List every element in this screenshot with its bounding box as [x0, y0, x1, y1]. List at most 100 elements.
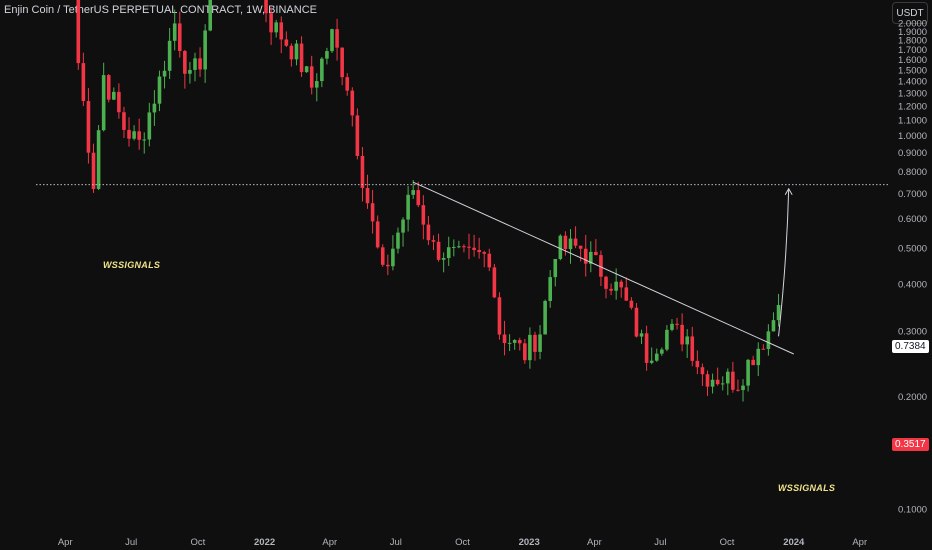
candle-body: [279, 22, 284, 40]
candle-body: [183, 51, 187, 74]
candle-body: [472, 247, 476, 250]
candle-body: [162, 70, 167, 77]
y-tick-label: 0.8000: [898, 167, 927, 178]
candle-body: [117, 91, 121, 113]
candle-body: [289, 45, 294, 60]
candle-body: [86, 101, 91, 153]
candle-body: [340, 47, 344, 78]
candle-body: [127, 129, 131, 139]
candle-body: [497, 297, 502, 335]
candle-body: [675, 323, 679, 325]
candle-body: [573, 238, 578, 246]
candle-body: [375, 221, 380, 248]
x-tick-label: Oct: [455, 537, 470, 548]
x-tick-label: Apr: [852, 537, 867, 548]
candle-body: [198, 58, 202, 70]
y-tick-label: 1.5000: [898, 65, 927, 76]
candle-body: [299, 43, 304, 73]
candle-body: [380, 247, 385, 265]
candle-body: [320, 58, 324, 82]
level-price-tag: 0.7384: [892, 340, 929, 353]
candle-body: [386, 264, 390, 267]
candle-body: [411, 190, 415, 195]
candle-body: [715, 379, 720, 385]
y-tick-label: 0.5000: [898, 243, 927, 254]
y-tick-label: 1.6000: [898, 55, 927, 66]
candle-body: [193, 58, 197, 70]
x-tick-label: Jul: [654, 537, 666, 548]
watermark-label: WSSIGNALS: [778, 483, 836, 493]
candle-body: [523, 343, 527, 361]
candle-body: [614, 281, 618, 291]
y-tick-label: 0.7000: [898, 189, 927, 200]
candles-layer: [76, 0, 781, 402]
candle-body: [396, 232, 400, 249]
candle-body: [330, 29, 334, 52]
candle-body: [543, 300, 547, 335]
y-tick-label: 0.1000: [898, 505, 927, 516]
candle-body: [421, 205, 426, 225]
candle-body: [76, 0, 81, 64]
candle-body: [695, 360, 700, 368]
candle-body: [335, 29, 339, 48]
candle-body: [284, 39, 289, 46]
candle-body: [776, 305, 781, 321]
candle-body: [477, 249, 481, 253]
candle-body: [528, 334, 532, 361]
candle-body: [309, 66, 314, 88]
candle-body: [690, 336, 695, 361]
candle-body: [350, 90, 355, 116]
candle-body: [365, 188, 370, 204]
candle-body: [751, 359, 755, 366]
candle-body: [604, 276, 608, 289]
candle-body: [660, 349, 664, 354]
candle-body: [101, 75, 106, 131]
y-tick-label: 1.4000: [898, 76, 927, 87]
y-tick-label: 1.7000: [898, 45, 927, 56]
y-tick-label: 0.9000: [898, 148, 927, 159]
candle-body: [756, 348, 761, 366]
candle-body: [431, 240, 436, 242]
candle-body: [548, 277, 552, 301]
candle-body: [208, 0, 213, 31]
candle-body: [441, 258, 446, 260]
candle-body: [761, 348, 766, 350]
candle-body: [416, 190, 421, 206]
candle-body: [426, 224, 431, 241]
y-tick-label: 1.0000: [898, 131, 927, 142]
candle-body: [451, 246, 456, 248]
candle-body: [685, 336, 690, 345]
candle-body: [771, 320, 776, 332]
candle-body: [147, 112, 152, 140]
candle-body: [517, 339, 522, 344]
x-tick-label: 2023: [519, 537, 540, 548]
candle-body: [457, 246, 461, 248]
x-tick-label: 2024: [783, 537, 805, 548]
candle-body: [325, 51, 329, 59]
y-tick-label: 1.9000: [898, 27, 927, 38]
candle-body: [624, 287, 629, 301]
candle-body: [538, 334, 542, 352]
candle-body: [634, 307, 639, 337]
x-tick-label: Jul: [390, 537, 402, 548]
overlays-layer: [36, 181, 888, 355]
candle-body: [507, 342, 512, 344]
y-tick-label: 0.6000: [898, 214, 927, 225]
candle-body: [157, 76, 162, 104]
candle-body: [619, 281, 624, 288]
candle-body: [482, 252, 487, 254]
x-tick-label: Oct: [191, 537, 206, 548]
y-tick-label: 1.3000: [898, 88, 927, 99]
candle-body: [112, 91, 116, 100]
candle-body: [91, 152, 96, 189]
y-axis: 0.1000 0.2000 0.3000 0.4000 0.5000 0.6000 0.70…: [898, 19, 927, 516]
candle-body: [96, 130, 101, 189]
arrow-head: [784, 187, 793, 196]
chart-title: Enjin Coin / TetherUS PERPETUAL CONTRACT…: [4, 4, 317, 16]
x-tick-label: Apr: [587, 537, 602, 548]
candle-body: [487, 253, 492, 268]
currency-button[interactable]: USDT: [892, 2, 928, 24]
candle-body: [304, 66, 309, 73]
y-tick-label: 1.1000: [898, 116, 927, 127]
